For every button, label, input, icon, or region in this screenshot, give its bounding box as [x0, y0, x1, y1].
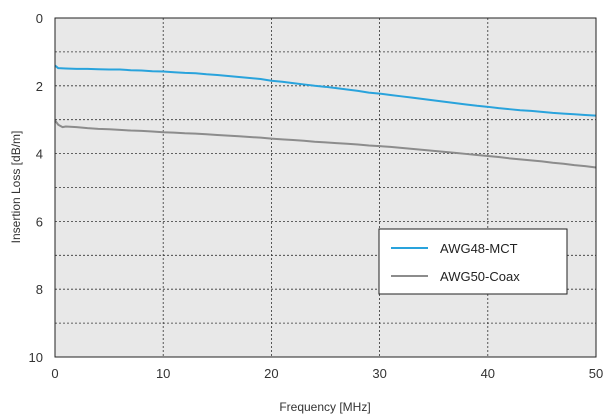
x-tick-label: 50: [589, 366, 603, 381]
y-tick-label: 6: [36, 214, 43, 229]
y-tick-label: 2: [36, 79, 43, 94]
legend-box: [378, 228, 568, 295]
series-line-awg48-mct: [54, 64, 597, 117]
legend: AWG48-MCT AWG50-Coax: [378, 228, 568, 295]
y-tick-labels: 0 2 4 6 8 10: [29, 11, 43, 365]
series-layer: [54, 64, 597, 169]
plot-area: [55, 18, 596, 357]
y-axis-title: Insertion Loss [dB/m]: [9, 131, 23, 244]
y-tick-label: 10: [29, 350, 43, 365]
x-tick-label: 30: [372, 366, 386, 381]
series-line-awg50-coax: [54, 119, 597, 169]
legend-label-awg48-mct: AWG48-MCT: [440, 241, 518, 256]
x-tick-label: 10: [156, 366, 170, 381]
plot-frame: [54, 17, 597, 358]
y-tick-label: 8: [36, 282, 43, 297]
x-tick-label: 0: [51, 366, 58, 381]
legend-label-awg50-coax: AWG50-Coax: [440, 269, 520, 284]
x-tick-label: 40: [481, 366, 495, 381]
y-tick-label: 0: [36, 11, 43, 26]
x-tick-labels: 0 10 20 30 40 50: [51, 366, 603, 381]
y-tick-label: 4: [36, 147, 43, 162]
x-axis-title: Frequency [MHz]: [279, 400, 370, 414]
grid-lines: [55, 18, 596, 357]
x-tick-label: 20: [264, 366, 278, 381]
